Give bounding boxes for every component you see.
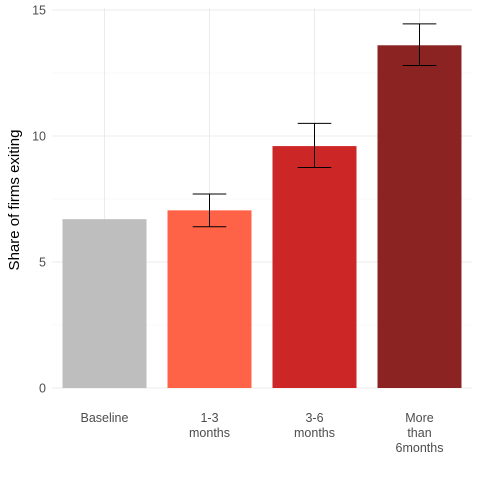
bar (272, 146, 357, 388)
x-tick-label: Baseline (81, 411, 129, 425)
x-tick-label: 3-6 months (294, 411, 335, 440)
y-tick-label: 15 (32, 4, 46, 18)
y-axis-title: Share of firms exiting (6, 130, 23, 271)
error-bars (192, 23, 437, 228)
y-axis-ticks: 0 5 10 15 (32, 4, 46, 396)
bar (62, 219, 147, 388)
bar (377, 45, 462, 388)
bar (167, 210, 252, 388)
y-tick-label: 0 (39, 382, 46, 396)
x-tick-label: More than 6months (396, 411, 444, 455)
x-axis-ticks: Baseline 1-3 months 3-6 months More than 6month… (81, 411, 444, 455)
bars (62, 45, 462, 388)
y-tick-label: 10 (32, 130, 46, 144)
y-tick-label: 5 (39, 256, 46, 270)
x-tick-label: 1-3 months (189, 411, 230, 440)
